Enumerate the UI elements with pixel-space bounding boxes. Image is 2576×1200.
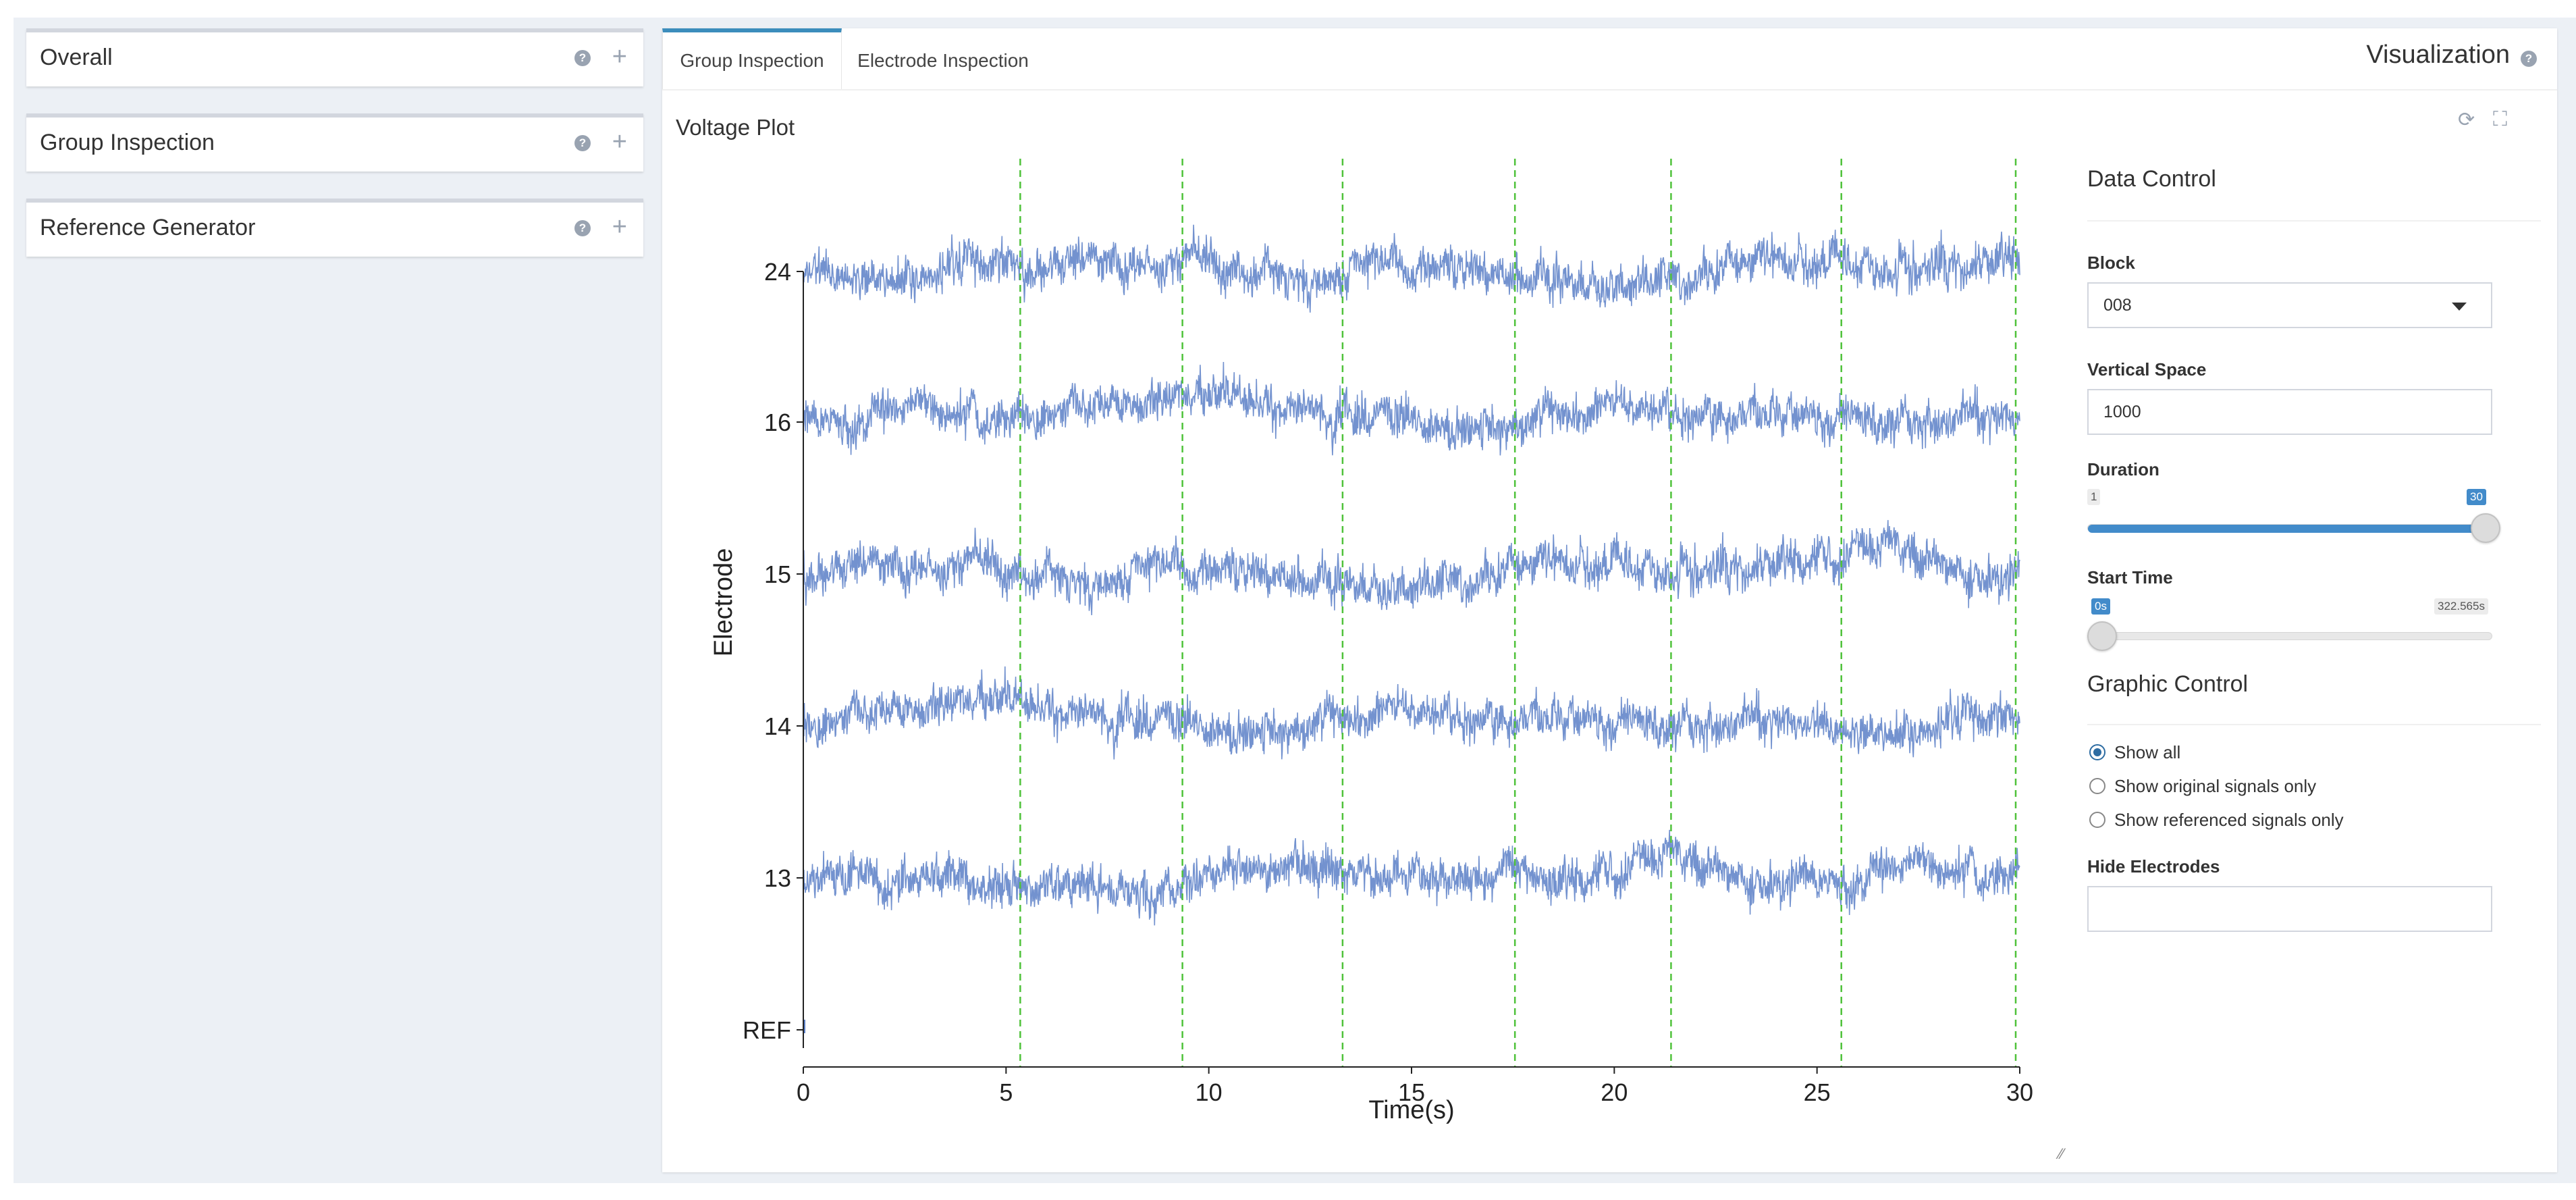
vertical-space-input[interactable]: 1000 bbox=[2087, 389, 2492, 435]
signal-trace-13 bbox=[803, 829, 2020, 926]
y-tick-label: 13 bbox=[764, 864, 791, 892]
x-tick-label: 20 bbox=[1601, 1078, 1628, 1106]
divider bbox=[2087, 724, 2541, 725]
duration-slider[interactable] bbox=[2087, 524, 2493, 533]
start-time-max: 322.565s bbox=[2434, 598, 2488, 615]
window-frame-top bbox=[0, 0, 2576, 18]
x-tick-label: 5 bbox=[999, 1078, 1013, 1106]
help-icon[interactable]: ? bbox=[2521, 51, 2537, 67]
duration-slider-fill bbox=[2088, 525, 2493, 533]
signal-trace-15 bbox=[803, 520, 2020, 616]
radio-button[interactable] bbox=[2089, 812, 2105, 828]
tab-bar: Group Inspection Electrode Inspection Vi… bbox=[662, 28, 2557, 90]
radio-label: Show all bbox=[2114, 742, 2181, 762]
plus-icon[interactable]: + bbox=[612, 43, 627, 71]
voltage-plot: REF 13 14 15 16 24 0 5 10 15 20 25 30 Time(s) Electr… bbox=[709, 159, 2033, 1124]
data-control-title: Data Control bbox=[2087, 166, 2216, 192]
chevron-down-icon bbox=[2452, 303, 2467, 311]
radio-button[interactable] bbox=[2089, 744, 2105, 760]
start-time-label: Start Time bbox=[2087, 567, 2173, 588]
x-tick-label: 10 bbox=[1196, 1078, 1223, 1106]
duration-slider-handle[interactable] bbox=[2471, 513, 2500, 543]
duration-label: Duration bbox=[2087, 459, 2159, 479]
resize-grip-icon[interactable]: ⁄⁄ bbox=[2059, 1145, 2064, 1162]
window-frame-left bbox=[0, 0, 14, 1200]
radio-label: Show referenced signals only bbox=[2114, 810, 2344, 830]
y-axis-label: Electrode bbox=[709, 548, 738, 657]
x-tick-label: 30 bbox=[2006, 1078, 2033, 1106]
signal-trace-16 bbox=[803, 361, 2020, 456]
y-tick-label: 14 bbox=[764, 712, 791, 740]
panel-title: Visualization bbox=[2366, 41, 2510, 69]
tab-group-inspection[interactable]: Group Inspection bbox=[662, 28, 842, 89]
window-frame-bottom bbox=[0, 1183, 2576, 1200]
signal-trace-24 bbox=[803, 224, 2020, 313]
block-label: Block bbox=[2087, 253, 2135, 273]
help-icon[interactable]: ? bbox=[574, 50, 591, 66]
y-tick-label: REF bbox=[743, 1016, 791, 1044]
graphic-control-title: Graphic Control bbox=[2087, 671, 2249, 697]
y-tick-label: 16 bbox=[764, 409, 791, 436]
plot-title: Voltage Plot bbox=[676, 115, 795, 140]
accordion-title: Group Inspection bbox=[40, 130, 215, 155]
accordion-group-inspection[interactable]: Group Inspection ? + bbox=[26, 113, 643, 172]
duration-value: 30 bbox=[2467, 489, 2486, 505]
vertical-space-label: Vertical Space bbox=[2087, 359, 2207, 380]
radio-label: Show original signals only bbox=[2114, 776, 2317, 796]
visualization-panel: Group Inspection Electrode Inspection Vi… bbox=[662, 28, 2557, 1172]
radio-button[interactable] bbox=[2089, 778, 2105, 794]
accordion-title: Reference Generator bbox=[40, 215, 256, 240]
help-icon[interactable]: ? bbox=[574, 220, 591, 236]
duration-min: 1 bbox=[2087, 489, 2101, 505]
plus-icon[interactable]: + bbox=[612, 213, 627, 241]
x-tick-label: 25 bbox=[1804, 1078, 1831, 1106]
accordion-title: Overall bbox=[40, 45, 113, 70]
y-tick-label: 15 bbox=[764, 560, 791, 588]
start-time-slider[interactable] bbox=[2087, 632, 2492, 640]
refresh-icon[interactable]: ⟳ bbox=[2458, 109, 2475, 131]
x-tick-label: 15 bbox=[1398, 1078, 1425, 1106]
expand-icon[interactable]: ⛶ bbox=[2493, 108, 2507, 130]
divider bbox=[2087, 220, 2541, 221]
x-axis-label: Time(s) bbox=[1368, 1096, 1454, 1124]
hide-electrodes-label: Hide Electrodes bbox=[2087, 856, 2220, 877]
block-select[interactable]: 008 bbox=[2087, 282, 2492, 328]
block-value: 008 bbox=[2103, 296, 2132, 315]
start-time-value: 0s bbox=[2091, 598, 2110, 615]
x-tick-label: 0 bbox=[797, 1078, 810, 1106]
signal-trace-14 bbox=[803, 666, 2020, 760]
plus-icon[interactable]: + bbox=[612, 128, 627, 156]
accordion-overall[interactable]: Overall ? + bbox=[26, 28, 643, 86]
accordion-reference-generator[interactable]: Reference Generator ? + bbox=[26, 199, 643, 257]
hide-electrodes-input[interactable] bbox=[2087, 886, 2492, 932]
y-tick-label: 24 bbox=[764, 258, 791, 286]
tab-electrode-inspection[interactable]: Electrode Inspection bbox=[857, 50, 1029, 71]
help-icon[interactable]: ? bbox=[574, 135, 591, 151]
start-time-slider-handle[interactable] bbox=[2087, 621, 2117, 651]
